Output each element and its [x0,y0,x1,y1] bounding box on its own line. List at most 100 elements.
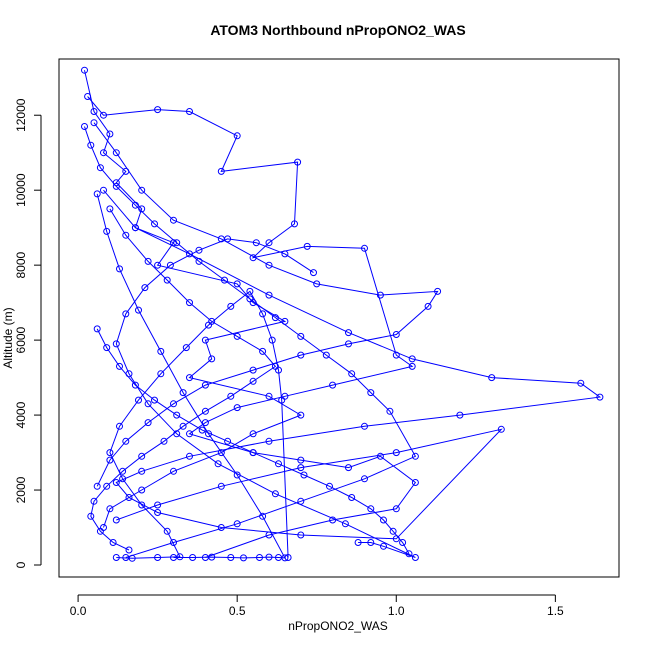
data-point [90,119,98,127]
data-point [112,516,120,524]
data-point [275,366,282,374]
data-point [271,490,279,498]
data-point [198,426,206,434]
data-point [189,554,197,561]
series-line [87,96,417,558]
data-point [224,235,232,243]
data-point [163,276,171,284]
data-point [106,456,114,464]
data-point [96,164,104,172]
data-point [240,554,247,562]
data-point [93,482,101,490]
series-line [103,189,602,540]
data-point [106,449,114,457]
data-point [596,393,604,401]
data-point [144,419,152,427]
data-point [201,336,209,344]
data-point [217,167,225,175]
data-point [281,250,289,258]
data-point [138,501,146,509]
data-point [170,554,177,561]
data-point [182,344,190,352]
data-point [116,265,123,273]
data-point [577,379,585,387]
data-point [138,486,146,494]
data-point [345,340,352,348]
data-point [201,419,209,427]
data-point [103,344,111,352]
data-point [217,449,225,457]
data-point [361,244,368,252]
data-point [112,479,120,486]
series-line [115,238,416,558]
data-point [93,190,101,198]
series-line [96,328,410,555]
data-point [233,520,241,528]
data-point [348,370,356,378]
data-point [125,546,133,554]
data-point [154,106,162,114]
data-point [380,516,387,524]
data-point [205,321,212,329]
data-point [246,287,254,295]
data-point [100,149,107,157]
data-point [87,141,95,149]
data-point [265,553,273,561]
data-point [297,351,305,359]
data-point [119,467,127,475]
series-line [93,122,439,487]
data-point [265,291,273,299]
series-line [84,126,417,558]
x-tick-label: 1.5 [547,604,564,618]
data-point [233,280,241,288]
data-point [138,452,146,460]
data-point [456,411,464,419]
x-tick-label: 0.0 [70,604,87,618]
data-point [297,456,305,464]
data-point [157,347,165,355]
y-axis-label: Altitude (m) [1,307,15,368]
data-point [131,201,139,209]
y-tick-label: 0 [14,561,28,568]
data-point [424,302,432,310]
data-point [345,329,352,337]
data-point [138,186,146,194]
data-point [405,550,413,558]
data-point [265,392,273,400]
data-point [224,437,232,445]
data-point [246,295,254,303]
data-point [160,437,168,445]
data-point [128,554,136,562]
data-point [208,355,216,363]
data-point [265,437,273,445]
data-point [157,370,165,378]
data-point [291,220,298,228]
y-tick-label: 8000 [14,251,28,278]
data-point [81,123,88,130]
data-point [173,430,181,438]
data-point [227,302,235,310]
plot-box [58,58,620,578]
data-point [348,494,356,501]
data-point [399,539,407,546]
data-point [310,269,317,277]
data-point [411,554,419,561]
data-point [361,422,368,430]
series-layer [81,66,604,562]
data-point [265,239,273,247]
data-point [303,242,311,250]
data-point [112,182,120,190]
data-point [119,475,127,483]
data-point [227,554,235,561]
data-point [96,527,104,535]
series-line [109,290,289,559]
data-point [488,374,496,382]
data-point [144,257,152,265]
data-point [100,186,107,194]
data-point [259,347,267,355]
x-tick-label: 0.5 [229,604,246,618]
data-point [186,374,193,382]
y-tick-label: 4000 [14,401,28,428]
data-point [300,471,308,479]
data-point [268,336,276,344]
